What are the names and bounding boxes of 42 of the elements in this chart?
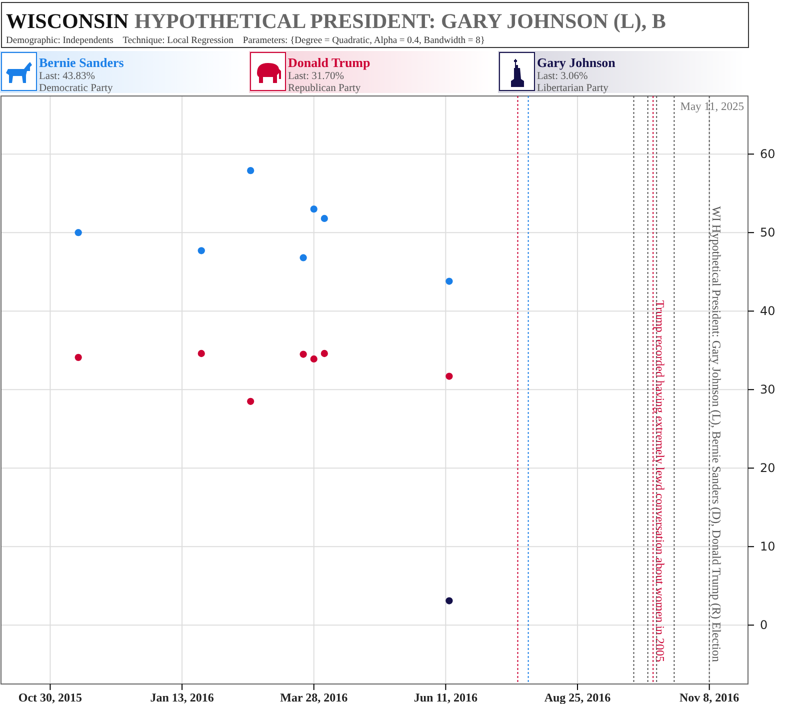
point bbox=[310, 205, 318, 213]
x-tick-label: Jan 13, 2016 bbox=[150, 690, 214, 704]
point bbox=[320, 350, 328, 358]
x-tick-label: Nov 8, 2016 bbox=[679, 690, 740, 704]
point bbox=[198, 350, 205, 358]
y-tick-label: 60 bbox=[760, 146, 776, 161]
point bbox=[198, 247, 205, 254]
y-tick-label: 0 bbox=[760, 618, 768, 632]
chart-subtitle: Demographic: Independents Technique: Local Regression Parameters: {Degree = Quadratic, Alpha = 0.4, Bandwidth = 8} bbox=[6, 36, 485, 46]
point bbox=[310, 355, 318, 363]
point bbox=[74, 229, 82, 236]
annotation: May 11, 2025 bbox=[680, 101, 744, 113]
text: Last: 3.06% bbox=[537, 71, 588, 82]
point bbox=[74, 354, 82, 361]
text: Donald Trump bbox=[288, 55, 370, 70]
x-tick-label: Mar 28, 2016 bbox=[280, 690, 348, 704]
text: Bernie Sanders bbox=[39, 55, 124, 70]
y-tick-label: 20 bbox=[760, 460, 776, 475]
text: Republican Party bbox=[288, 83, 362, 94]
point bbox=[247, 167, 254, 174]
y-tick-label: 40 bbox=[760, 304, 776, 318]
text: Libertarian Party bbox=[537, 83, 610, 94]
point bbox=[446, 597, 453, 604]
chart-title: WISCONSIN HYPOTHETICAL PRESIDENT: GARY JOHNSON (L), B bbox=[6, 9, 666, 33]
point bbox=[247, 398, 254, 405]
legend-label: Gary Johnson bbox=[537, 55, 616, 70]
x-tick-label: Oct 30, 2015 bbox=[18, 690, 82, 704]
y-tick-label: 50 bbox=[760, 225, 776, 240]
point bbox=[320, 214, 328, 222]
y-tick-label: 10 bbox=[760, 539, 776, 554]
ref-line-label: Trump recorded having extremely lewd conversation about women in 2005 bbox=[653, 300, 668, 662]
point bbox=[300, 254, 307, 262]
point bbox=[446, 278, 453, 285]
y-tick-label: 30 bbox=[760, 382, 776, 396]
ref-line-label: WI Hypothetical President: Gary Johnson (L), Bernie Sanders (D), Donald Trump (R) Election bbox=[709, 206, 724, 662]
text: Last: 43.83% bbox=[39, 71, 96, 82]
point bbox=[446, 372, 453, 380]
text: Last: 31.70% bbox=[288, 71, 344, 82]
x-tick-label: Aug 25, 2016 bbox=[544, 690, 611, 704]
x-tick-label: Jun 11, 2016 bbox=[414, 690, 478, 704]
text: Democratic Party bbox=[39, 83, 114, 94]
point bbox=[300, 350, 307, 358]
